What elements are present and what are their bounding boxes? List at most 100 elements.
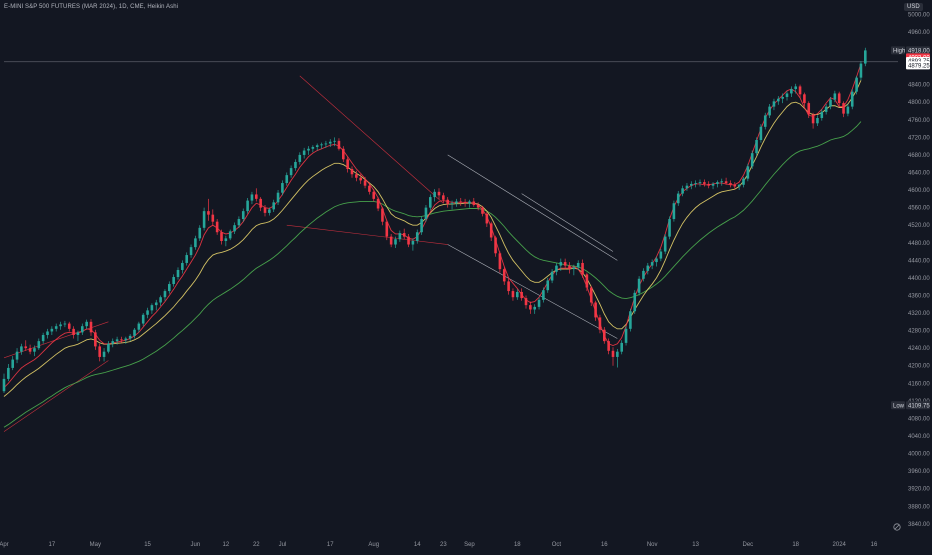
candle-body [716,182,719,184]
candle-body [742,178,745,185]
candle-body [429,197,432,208]
price-tick-label: 4040.00 [908,434,930,440]
candle [289,165,293,178]
trendline-4 [447,244,618,339]
currency-badge[interactable]: USD [904,3,923,11]
candle-body [302,150,306,155]
candle-body [737,184,741,187]
candle [194,235,197,250]
time-tick-label: 17 [49,542,56,548]
candle-body [859,63,863,78]
candle-body [255,194,258,199]
candle [559,258,563,271]
time-tick-label: Sep [464,542,475,548]
candle [550,269,554,284]
candle-body [128,335,132,339]
candle-body [489,223,493,238]
candle-body [28,348,32,352]
candle-body [559,262,563,266]
candle-body [189,247,193,256]
candle [20,343,23,355]
candle-body [33,348,36,352]
candle [663,233,667,255]
candle-body [468,201,471,204]
candle-body [694,183,697,184]
candle [650,259,654,270]
candle-body [176,269,180,278]
candle [24,340,28,351]
candle-body [59,324,62,327]
candle [468,199,471,208]
price-tag-value: 4109.75 [908,403,930,409]
candle [241,208,245,222]
candle-body [798,86,802,95]
candle [685,183,689,191]
candle-body [494,237,497,254]
candle-body [120,339,123,341]
price-tick-label: 4080.00 [908,416,930,422]
candle-body [268,209,271,213]
price-tag: High 4918.00 [891,46,930,55]
time-tick-label: 23 [440,542,447,548]
candle [137,321,141,333]
candle [498,251,502,273]
candle [342,146,345,162]
price-tag-value: 4918.00 [908,48,930,54]
candle [411,238,415,251]
candle-body [598,317,602,330]
candle-body [115,339,119,342]
candle [376,197,380,212]
candle [672,200,676,222]
candle-body [207,211,210,215]
candle-body [272,202,275,210]
candle [798,84,802,98]
candle-body [72,328,75,335]
candle-body [433,191,436,198]
candle-body [281,183,284,193]
candle [846,103,850,117]
candle-body [224,238,228,242]
candle-body [89,321,93,333]
candle [759,124,763,143]
candle [15,348,19,364]
candle [742,176,745,188]
chart-settings-icon[interactable] [893,523,901,531]
candle [750,150,754,169]
candle-body [646,265,650,271]
candle [346,156,349,173]
candle-body [355,174,358,178]
candle [202,207,206,231]
time-tick-label: 13 [692,542,699,548]
candle [620,340,623,355]
candle [59,321,62,330]
candle [598,314,602,334]
candle-body [407,236,410,245]
time-tick-label: 18 [514,542,521,548]
trendline-5 [447,154,618,261]
candle [415,229,419,244]
candle-body [337,140,341,149]
time-axis: Apr 17 May 15 Jun 12 22 Jul 17 Aug 14 23 Sep 18 Oct 16 N… [0,542,878,548]
time-tick-label: Oct [552,542,562,548]
candle [711,182,715,190]
candle [115,336,119,345]
price-tick-label: 4320.00 [908,311,930,317]
candle-body [294,161,297,169]
candle [307,146,310,155]
candle [489,221,493,242]
candle [102,348,106,362]
candle-body [481,207,484,214]
candle-body [803,94,806,104]
candle [824,103,828,115]
candle-body [2,378,6,392]
candle [437,188,441,199]
candle-body [150,305,154,311]
candle-body [850,91,854,107]
candle [355,170,358,182]
candle [320,142,323,149]
candle [781,93,784,104]
candle [163,289,167,301]
candle [433,189,436,202]
